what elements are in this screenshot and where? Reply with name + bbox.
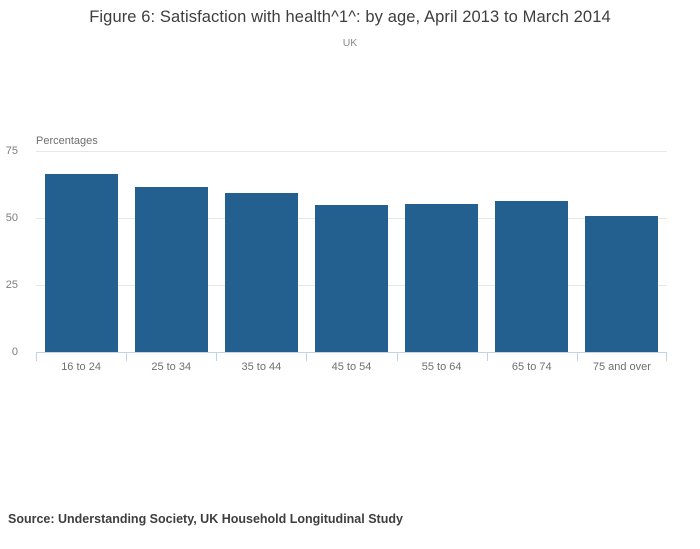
bar: [405, 204, 479, 352]
x-tick: [577, 353, 578, 361]
source-text: Source: Understanding Society, UK Househ…: [8, 512, 403, 526]
x-tick: [216, 353, 217, 361]
y-tick-label: 25: [5, 279, 18, 291]
y-tick-label: 0: [11, 346, 18, 358]
x-axis-label: 45 to 54: [331, 361, 372, 373]
x-axis-label: 35 to 44: [241, 361, 282, 373]
x-tick: [487, 353, 488, 361]
bar: [495, 200, 569, 352]
x-axis-label: 75 and over: [592, 361, 651, 373]
x-axis-label: 16 to 24: [61, 361, 101, 373]
bar: [134, 186, 208, 352]
x-axis-label: 25 to 34: [151, 361, 192, 373]
gridline: [36, 151, 667, 152]
y-tick-label: 75: [5, 145, 18, 157]
plot-area: 0 25 50 75 16 to 24 25 to 34 35 to 44 45 to 54 5…: [6, 145, 667, 373]
bar: [44, 174, 118, 352]
x-axis-label: 65 to 74: [511, 361, 552, 373]
chart-title: Figure 6: Satisfaction with health^1^: b…: [89, 8, 611, 26]
x-tick: [306, 353, 307, 361]
bar: [224, 192, 298, 352]
bar: [315, 205, 388, 352]
y-tick-label: 50: [5, 212, 18, 224]
bar: [585, 215, 659, 352]
x-axis-label: 55 to 64: [421, 361, 462, 373]
x-tick: [126, 353, 127, 361]
x-tick: [666, 353, 667, 361]
chart-subtitle: UK: [342, 37, 358, 49]
x-axis-line: [36, 352, 667, 353]
x-tick: [36, 353, 37, 361]
x-tick: [397, 353, 398, 361]
y-axis-title: Percentages: [36, 135, 98, 147]
